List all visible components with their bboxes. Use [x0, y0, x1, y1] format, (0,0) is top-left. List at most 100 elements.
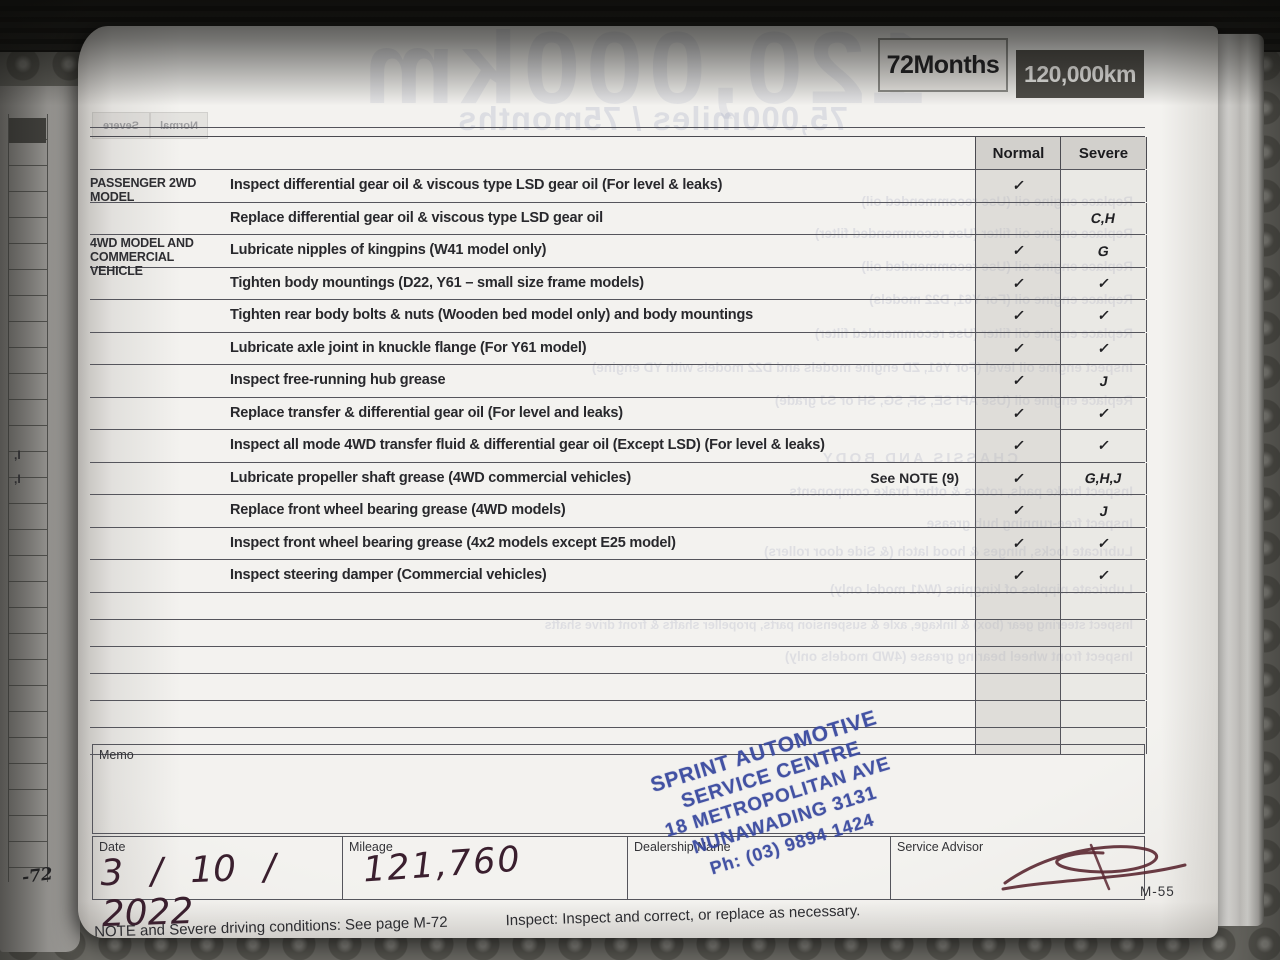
severe-code: J	[1098, 502, 1109, 519]
check-mark: ✓	[1011, 372, 1026, 389]
service-record-fields: Date 3 / 10 / 2022 Mileage 121,760 Deale…	[92, 836, 1187, 935]
normal-cell: ✓	[975, 267, 1061, 299]
severe-cell: C,H	[1060, 202, 1147, 234]
item-label: Lubricate nipples of kingpins (W41 model…	[230, 242, 547, 258]
item-label: Inspect front wheel bearing grease (4x2 …	[230, 534, 676, 551]
normal-cell	[975, 673, 1061, 700]
severe-cell: ✓	[1060, 332, 1147, 364]
table-top-rule	[90, 127, 1145, 128]
left-page-code: ,I	[14, 472, 21, 486]
normal-cell: ✓	[975, 300, 1061, 332]
table-header-severe: Severe	[1060, 137, 1147, 169]
normal-cell	[975, 700, 1061, 727]
normal-cell	[975, 646, 1061, 673]
table-row-empty	[90, 646, 1147, 674]
item-label: Tighten body mountings (D22, Y61 – small…	[230, 274, 644, 291]
severe-code: J	[1098, 372, 1109, 389]
date-field: Date 3 / 10 / 2022	[93, 837, 343, 935]
left-page-edge: ,I ,I -72	[0, 86, 80, 952]
page-number: M-55	[1140, 884, 1175, 899]
severe-code: G,H,J	[1083, 470, 1124, 487]
normal-cell: ✓	[975, 170, 1061, 202]
service-page: 120,000km 75,000miles / 75months Normal …	[78, 11, 1218, 941]
normal-cell	[975, 202, 1061, 234]
normal-cell: ✓	[975, 332, 1061, 364]
left-page-code: ,I	[14, 448, 21, 462]
severe-cell	[1060, 619, 1147, 646]
category-label: PASSENGER 2WD MODEL	[90, 176, 197, 204]
table-row: Inspect steering damper (Commercial vehi…	[90, 560, 1147, 593]
table-row-empty	[90, 592, 1147, 620]
normal-cell: ✓	[975, 495, 1061, 527]
severe-cell: ✓	[1060, 527, 1147, 559]
check-mark: ✓	[1011, 339, 1026, 356]
item-label: Inspect free-running hub grease	[230, 372, 446, 388]
table-row: Lubricate nipples of kingpins (W41 model…	[90, 235, 1147, 268]
category-label: 4WD MODEL AND COMMERCIAL VEHICLE	[90, 236, 194, 278]
service-advisor-field: Service Advisor	[891, 837, 1187, 899]
normal-cell	[975, 619, 1061, 646]
mileage-field: Mileage 121,760	[343, 837, 628, 899]
check-mark: ✓	[1096, 339, 1111, 356]
item-label: Lubricate axle joint in knuckle flange (…	[230, 339, 587, 356]
severe-cell: J	[1060, 365, 1147, 397]
item-label: Inspect differential gear oil & viscous …	[230, 177, 723, 193]
table-row: Lubricate propeller shaft grease (4WD co…	[90, 462, 1147, 495]
severe-cell	[1060, 700, 1147, 727]
check-mark: ✓	[1011, 437, 1026, 454]
item-label: Replace differential gear oil & viscous …	[230, 209, 603, 226]
severe-cell	[1060, 646, 1147, 673]
left-page-table-column	[8, 114, 48, 882]
check-mark: ✓	[1011, 567, 1026, 584]
table-row: Replace differential gear oil & viscous …	[90, 202, 1147, 235]
normal-cell: ✓	[975, 560, 1061, 592]
severe-cell: G,H,J	[1060, 462, 1147, 494]
severe-code: G	[1096, 242, 1111, 259]
normal-cell: ✓	[975, 462, 1061, 494]
check-mark: ✓	[1011, 404, 1026, 421]
left-page-dark-cell	[9, 118, 46, 143]
item-label: Replace transfer & differential gear oil…	[230, 404, 623, 421]
item-label: Replace front wheel bearing grease (4WD …	[230, 502, 566, 518]
maintenance-table: Normal Severe Inspect differential gear …	[90, 127, 1147, 755]
table-row: Tighten rear body bolts & nuts (Wooden b…	[90, 300, 1147, 333]
check-mark: ✓	[1011, 307, 1026, 324]
check-mark: ✓	[1096, 274, 1111, 291]
footer-inspect-note: Inspect: Inspect and correct, or replace…	[505, 902, 861, 930]
table-row: Inspect front wheel bearing grease (4x2 …	[90, 527, 1147, 560]
interval-months-box: 72Months	[878, 38, 1008, 92]
check-mark: ✓	[1011, 274, 1026, 291]
check-mark: ✓	[1011, 534, 1026, 551]
severe-code: C,H	[1090, 210, 1117, 227]
ghost-header-cell: Normal	[150, 112, 208, 139]
check-mark: ✓	[1096, 567, 1111, 584]
table-row: Inspect all mode 4WD transfer fluid & di…	[90, 430, 1147, 463]
normal-cell: ✓	[975, 430, 1061, 462]
check-mark: ✓	[1011, 177, 1026, 194]
severe-cell: ✓	[1060, 267, 1147, 299]
item-label: Lubricate propeller shaft grease (4WD co…	[230, 469, 631, 486]
item-label: Tighten rear body bolts & nuts (Wooden b…	[230, 307, 753, 323]
table-header-normal: Normal	[975, 137, 1061, 169]
left-page-number: -72	[20, 864, 54, 888]
ghost-subheading: 75,000miles / 75months	[457, 100, 848, 137]
page-stack-edge	[1216, 34, 1264, 926]
check-mark: ✓	[1096, 534, 1111, 551]
table-row-empty	[90, 673, 1147, 701]
table-row: Inspect free-running hub grease ✓ J	[90, 365, 1147, 398]
normal-cell: ✓	[975, 397, 1061, 429]
table-row-empty	[90, 619, 1147, 647]
severe-cell: J	[1060, 495, 1147, 527]
table-header-row: Normal Severe	[90, 136, 1147, 170]
table-row: Replace transfer & differential gear oil…	[90, 397, 1147, 430]
check-mark: ✓	[1096, 404, 1111, 421]
normal-cell: ✓	[975, 365, 1061, 397]
table-row: Replace front wheel bearing grease (4WD …	[90, 495, 1147, 528]
severe-cell: ✓	[1060, 300, 1147, 332]
severe-cell: ✓	[1060, 430, 1147, 462]
severe-cell: ✓	[1060, 397, 1147, 429]
note-label: See NOTE (9)	[870, 469, 959, 486]
severe-cell: ✓	[1060, 560, 1147, 592]
check-mark: ✓	[1011, 469, 1026, 486]
